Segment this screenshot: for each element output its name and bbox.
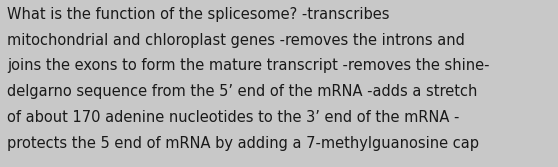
Text: protects the 5 end of mRNA by adding a 7-methylguanosine cap: protects the 5 end of mRNA by adding a 7… [7,136,479,151]
Text: delgarno sequence from the 5’ end of the mRNA -adds a stretch: delgarno sequence from the 5’ end of the… [7,84,478,99]
Text: of about 170 adenine nucleotides to the 3’ end of the mRNA -: of about 170 adenine nucleotides to the … [7,110,460,125]
Text: What is the function of the splicesome? -transcribes: What is the function of the splicesome? … [7,7,389,22]
Text: joins the exons to form the mature transcript -removes the shine-: joins the exons to form the mature trans… [7,58,490,73]
Text: mitochondrial and chloroplast genes -removes the introns and: mitochondrial and chloroplast genes -rem… [7,33,465,48]
